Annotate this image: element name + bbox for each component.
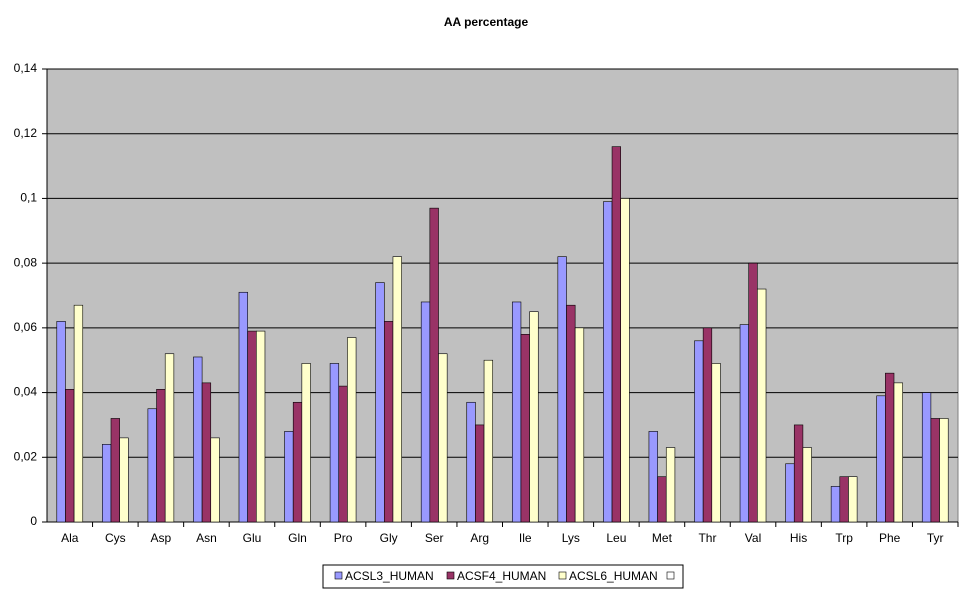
bar bbox=[483, 359, 494, 523]
bar bbox=[566, 304, 576, 523]
bar bbox=[292, 401, 303, 523]
bar bbox=[383, 321, 394, 523]
bar bbox=[511, 301, 522, 523]
bar bbox=[347, 337, 357, 523]
bar bbox=[164, 353, 175, 523]
x-tick-label: Phe bbox=[879, 531, 901, 545]
legend-box bbox=[322, 564, 684, 589]
x-tick-label: Gly bbox=[380, 531, 398, 545]
bar bbox=[848, 476, 858, 523]
bar bbox=[930, 418, 940, 523]
bar bbox=[785, 463, 795, 523]
bar bbox=[65, 389, 75, 523]
x-tick-label: Asn bbox=[196, 531, 217, 545]
bar bbox=[748, 262, 758, 523]
bar bbox=[147, 408, 157, 523]
x-tick-label: Trp bbox=[835, 531, 853, 545]
x-tick-label: His bbox=[790, 531, 807, 545]
bar bbox=[392, 256, 402, 523]
bar bbox=[702, 327, 713, 523]
bar bbox=[876, 395, 886, 523]
x-tick-label: Ile bbox=[519, 531, 532, 545]
bar bbox=[475, 424, 485, 523]
chart-title: AA percentage bbox=[444, 15, 529, 29]
bar bbox=[56, 321, 66, 523]
legend-swatch bbox=[666, 571, 675, 580]
bar bbox=[603, 201, 613, 523]
bar bbox=[193, 356, 203, 523]
y-tick-label: 0,14 bbox=[14, 61, 38, 75]
x-tick-label: Asp bbox=[151, 531, 172, 545]
bar bbox=[210, 437, 220, 523]
bar bbox=[247, 330, 257, 523]
legend-swatch bbox=[446, 571, 455, 580]
legend-label: ACSL3_HUMAN bbox=[345, 569, 434, 583]
bar bbox=[657, 476, 667, 523]
bar bbox=[420, 301, 431, 523]
x-tick-label: Pro bbox=[334, 531, 353, 545]
bar bbox=[338, 385, 348, 523]
x-tick-label: Val bbox=[745, 531, 761, 545]
bar bbox=[611, 146, 622, 523]
bar bbox=[893, 382, 903, 523]
bar bbox=[921, 392, 932, 523]
bar bbox=[802, 447, 812, 523]
legend-label: ACSF4_HUMAN bbox=[457, 569, 546, 583]
x-tick-label: Tyr bbox=[927, 531, 944, 545]
bar bbox=[574, 327, 585, 523]
bar bbox=[110, 418, 120, 523]
bar bbox=[284, 431, 294, 523]
bar bbox=[466, 401, 476, 523]
bar bbox=[102, 444, 112, 523]
bar bbox=[438, 353, 448, 523]
y-tick-label: 0,1 bbox=[20, 191, 37, 205]
bar bbox=[529, 311, 539, 523]
x-tick-label: Ser bbox=[425, 531, 444, 545]
bar bbox=[256, 330, 266, 523]
x-tick-label: Glu bbox=[243, 531, 262, 545]
x-tick-label: Gln bbox=[288, 531, 307, 545]
bar bbox=[757, 288, 767, 523]
bar bbox=[694, 340, 704, 523]
bar bbox=[238, 291, 248, 523]
bar bbox=[201, 382, 212, 523]
bar bbox=[665, 447, 676, 523]
bar bbox=[557, 256, 567, 523]
bar bbox=[793, 424, 804, 523]
legend-swatch bbox=[334, 571, 343, 580]
y-tick-label: 0,02 bbox=[14, 449, 38, 463]
bar bbox=[620, 198, 630, 523]
bar bbox=[839, 476, 849, 523]
bar bbox=[739, 324, 749, 523]
y-tick-label: 0,06 bbox=[14, 320, 38, 334]
plot-area bbox=[46, 68, 959, 523]
bar bbox=[119, 437, 129, 523]
x-tick-label: Ala bbox=[61, 531, 79, 545]
legend-swatch bbox=[558, 571, 567, 580]
bar bbox=[301, 363, 311, 523]
bar bbox=[711, 363, 721, 523]
bar bbox=[648, 431, 658, 523]
legend-label: ACSL6_HUMAN bbox=[569, 569, 658, 583]
x-tick-label: Thr bbox=[698, 531, 716, 545]
bar bbox=[429, 207, 439, 523]
bar bbox=[375, 282, 385, 523]
bar bbox=[830, 486, 841, 523]
bar bbox=[329, 363, 340, 523]
bar bbox=[156, 389, 166, 523]
y-tick-label: 0 bbox=[30, 514, 37, 528]
y-tick-label: 0,12 bbox=[14, 126, 38, 140]
x-tick-label: Cys bbox=[105, 531, 126, 545]
x-tick-label: Lys bbox=[562, 531, 580, 545]
y-tick-label: 0,08 bbox=[14, 255, 38, 269]
bar bbox=[939, 418, 949, 523]
bar bbox=[885, 372, 895, 523]
x-tick-label: Arg bbox=[470, 531, 489, 545]
x-tick-label: Leu bbox=[606, 531, 626, 545]
x-tick-label: Met bbox=[652, 531, 673, 545]
y-tick-label: 0,04 bbox=[14, 385, 38, 399]
bar bbox=[520, 334, 530, 523]
bar bbox=[73, 304, 84, 523]
